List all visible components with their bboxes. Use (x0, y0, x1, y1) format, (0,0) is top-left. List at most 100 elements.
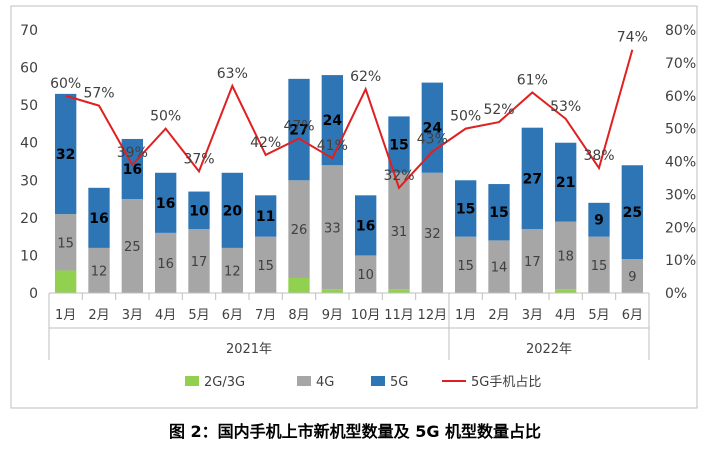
bar-segment-5g (555, 142, 577, 222)
bar-segment-4g (121, 199, 143, 293)
bar-value-label: 31 (391, 225, 408, 240)
y-left-tick-label: 60 (20, 61, 38, 77)
x-tick-label: 3月 (522, 308, 543, 323)
bar-segment-4g (588, 236, 610, 293)
bar-segment-5g (421, 82, 443, 173)
x-tick-label: 9月 (322, 308, 343, 323)
legend-label: 2G/3G (204, 375, 245, 390)
x-year-label: 2022年 (526, 342, 572, 357)
bar-segment-5g (255, 195, 277, 237)
bar-segment-5g (55, 93, 77, 215)
bar-value-label: 26 (291, 223, 308, 238)
bar-segment-4g (355, 255, 377, 293)
labels-layer: 15 32 12 16 25 16 16 16 17 10 12 20 15 11 26 27 33 24 10 16… (50, 30, 648, 285)
y-right-tick-label: 20% (665, 220, 696, 236)
bar-value-label: 24 (323, 113, 343, 129)
x-tick-label: 2月 (88, 308, 109, 323)
y-right-tick-label: 40% (665, 155, 696, 171)
bar-segment-5g (355, 195, 377, 256)
bar-segment-5g (155, 172, 177, 233)
bar-segment-5g (321, 75, 343, 166)
bar-value-label: 16 (123, 162, 142, 178)
bar-value-label: 32 (56, 147, 75, 163)
bar-value-label: 27 (289, 123, 308, 139)
bar-segment-5g (621, 165, 643, 260)
line-value-label: 41% (317, 138, 348, 154)
y-right-tick-label: 30% (665, 187, 696, 203)
x-tick-label: 4月 (155, 308, 176, 323)
bar-segment-4g (388, 172, 410, 290)
line-value-label: 62% (350, 69, 381, 85)
bar-value-label: 33 (324, 221, 341, 236)
bar-value-label: 14 (491, 261, 508, 276)
bar-value-label: 12 (224, 264, 241, 279)
bar-segment-5g (388, 116, 410, 173)
x-tick-label: 1月 (55, 308, 76, 323)
bar-value-label: 16 (89, 211, 108, 227)
y-right-tick-label: 50% (665, 122, 696, 138)
x-tick-label: 8月 (288, 308, 309, 323)
line-value-label: 53% (550, 99, 581, 115)
bar-value-label: 15 (57, 236, 74, 251)
bar-segment-5g (288, 78, 310, 181)
x-tick-label: 3月 (122, 308, 143, 323)
bar-segment-5g (521, 127, 543, 230)
y-left-tick-label: 70 (20, 23, 38, 39)
y-right-tick-label: 60% (665, 89, 696, 105)
bar-segment-4g (621, 259, 643, 293)
line-value-label: 32% (383, 168, 414, 184)
legend-swatch (185, 376, 199, 386)
legend: 2G/3G 4G 5G 5G手机占比 (185, 375, 541, 390)
bar-segment-2g3g (321, 289, 343, 293)
x-tick-label: 4月 (555, 308, 576, 323)
y-left-tick-label: 40 (20, 136, 38, 152)
bar-segment-5g (488, 184, 510, 241)
y-left-tick-label: 10 (20, 248, 38, 264)
bar-segment-5g (588, 202, 610, 237)
bar-value-label: 9 (594, 213, 604, 229)
bar-value-label: 24 (423, 121, 443, 137)
bar-segment-5g (88, 187, 110, 248)
legend-swatch (297, 376, 311, 386)
x-tick-label: 6月 (222, 308, 243, 323)
line-value-label: 57% (83, 86, 114, 102)
bar-value-label: 15 (489, 205, 508, 221)
bar-value-label: 15 (389, 138, 408, 154)
bar-value-label: 20 (223, 203, 243, 219)
bar-segment-4g (88, 247, 110, 293)
bar-value-label: 17 (191, 255, 208, 270)
line-value-label: 43% (417, 132, 448, 148)
line-value-label: 63% (217, 66, 248, 82)
line-value-label: 38% (583, 148, 614, 164)
bars-layer (55, 75, 643, 293)
bar-value-label: 27 (523, 171, 542, 187)
bar-segment-4g (555, 221, 577, 290)
x-tick-label: 12月 (418, 308, 448, 323)
bar-value-label: 11 (256, 209, 275, 225)
line-layer (65, 49, 634, 190)
y-left-tick-label: 50 (20, 98, 38, 114)
y-left-tick-label: 20 (20, 211, 38, 227)
bar-segment-4g (55, 214, 77, 271)
line-5g-share (65, 49, 634, 190)
axes-layer: 0 10 20 30 40 50 60 70 0% 10% 20% 30% 40% 50% 60% 70% 80… (20, 23, 696, 360)
x-tick-label: 5月 (188, 308, 209, 323)
bar-value-label: 16 (157, 257, 174, 272)
bar-value-label: 12 (91, 264, 108, 279)
bar-segment-4g (221, 247, 243, 293)
y-right-tick-label: 80% (665, 23, 696, 39)
bar-segment-2g3g (388, 289, 410, 293)
line-value-label: 50% (450, 109, 481, 125)
bar-value-label: 25 (623, 205, 642, 221)
bar-value-label: 9 (628, 270, 636, 285)
line-value-label: 60% (50, 76, 81, 92)
bar-value-label: 10 (189, 203, 209, 219)
line-value-label: 47% (283, 118, 314, 134)
bar-value-label: 16 (156, 196, 175, 212)
bar-value-label: 17 (524, 255, 541, 270)
legend-label: 4G (316, 375, 334, 390)
bar-segment-4g (288, 180, 310, 278)
bar-segment-4g (488, 240, 510, 293)
line-value-label: 74% (617, 30, 648, 46)
bar-segment-4g (255, 236, 277, 293)
